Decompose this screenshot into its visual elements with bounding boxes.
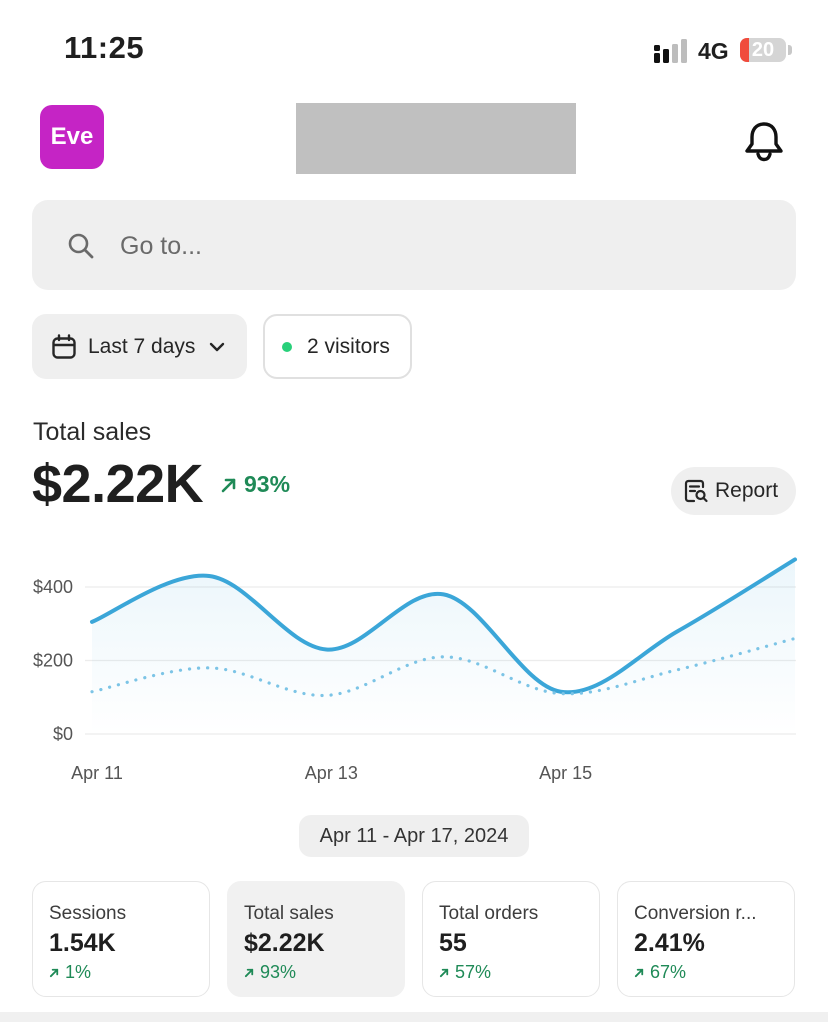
arrow-up-right-icon bbox=[634, 968, 644, 978]
search-icon bbox=[68, 233, 94, 259]
status-time: 11:25 bbox=[64, 30, 145, 65]
metric-change-value: 57% bbox=[455, 962, 492, 982]
live-dot-icon bbox=[282, 341, 292, 352]
series-line-current bbox=[90, 557, 797, 695]
arrow-up-right-icon bbox=[221, 478, 236, 492]
metric-label: Total orders bbox=[439, 903, 539, 924]
store-avatar[interactable]: Eve bbox=[40, 105, 104, 169]
bell-icon[interactable] bbox=[742, 119, 786, 163]
metric-change: 57% bbox=[439, 962, 491, 983]
x-tick-label: Apr 11 bbox=[71, 763, 123, 783]
metric-label: Total sales bbox=[244, 903, 334, 924]
arrow-up-right-icon bbox=[244, 968, 254, 978]
visitors-label: 2 visitors bbox=[307, 334, 390, 358]
x-tick-label: Apr 15 bbox=[539, 763, 592, 783]
y-tick-label: $0 bbox=[53, 724, 73, 744]
metric-change: 1% bbox=[49, 962, 91, 983]
metric-change: 93% bbox=[244, 962, 296, 983]
summary-label: Total sales bbox=[33, 418, 152, 446]
report-button[interactable]: Report bbox=[671, 467, 796, 515]
summary-change: 93% bbox=[220, 471, 290, 498]
metric-label: Sessions bbox=[49, 903, 127, 924]
metric-card-total-sales[interactable]: Total sales $2.22K 93% bbox=[227, 881, 405, 997]
summary-value: $2.22K bbox=[32, 454, 204, 514]
redacted-store-name bbox=[296, 103, 576, 174]
search-input[interactable] bbox=[120, 226, 760, 266]
live-visitors-chip[interactable]: 2 visitors bbox=[263, 314, 412, 379]
metric-label: Conversion r... bbox=[634, 903, 757, 924]
sales-line-chart: $400 $200 $0 Apr 11 Apr 13 Apr 15 bbox=[33, 557, 797, 783]
arrow-up-right-icon bbox=[49, 968, 59, 978]
metric-value: 55 bbox=[439, 929, 467, 957]
report-icon bbox=[684, 479, 708, 503]
series-area bbox=[92, 559, 795, 734]
metric-change-value: 67% bbox=[650, 962, 687, 982]
chevron-down-icon bbox=[210, 342, 225, 351]
y-tick-label: $400 bbox=[33, 577, 73, 597]
metric-change-value: 93% bbox=[260, 962, 297, 982]
date-range-filter[interactable]: Last 7 days bbox=[32, 314, 247, 379]
arrow-up-right-icon bbox=[439, 968, 449, 978]
battery-level bbox=[740, 38, 750, 62]
battery-icon: 20 bbox=[740, 38, 786, 62]
metric-value: 2.41% bbox=[634, 929, 705, 957]
bottom-edge bbox=[0, 1012, 828, 1022]
network-type: 4G bbox=[698, 38, 729, 64]
battery-cap bbox=[788, 45, 792, 55]
metric-card-conversion-rate[interactable]: Conversion r... 2.41% 67% bbox=[617, 881, 795, 997]
battery-percent: 20 bbox=[751, 39, 775, 61]
metric-change: 67% bbox=[634, 962, 686, 983]
metric-value: $2.22K bbox=[244, 929, 325, 957]
y-tick-label: $200 bbox=[33, 651, 73, 671]
calendar-icon bbox=[52, 333, 76, 359]
metric-change-value: 1% bbox=[65, 962, 92, 982]
metric-card-total-orders[interactable]: Total orders 55 57% bbox=[422, 881, 600, 997]
date-range-label: Last 7 days bbox=[88, 334, 196, 358]
series-line-comparison bbox=[90, 636, 797, 698]
x-tick-label: Apr 13 bbox=[305, 763, 358, 783]
date-range-pill[interactable]: Apr 11 - Apr 17, 2024 bbox=[299, 815, 529, 857]
metric-value: 1.54K bbox=[49, 929, 116, 957]
signal-strength-icon bbox=[654, 39, 687, 63]
report-label: Report bbox=[715, 479, 779, 502]
summary-change-value: 93% bbox=[244, 471, 291, 497]
metric-card-sessions[interactable]: Sessions 1.54K 1% bbox=[32, 881, 210, 997]
